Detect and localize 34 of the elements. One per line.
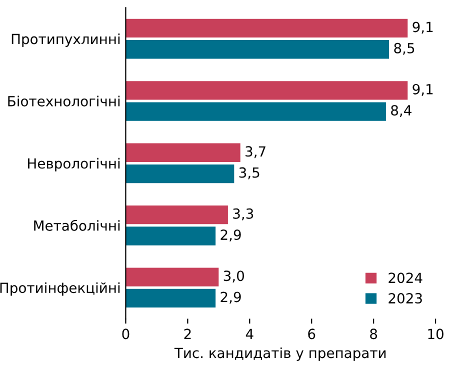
data-label: 3,7 <box>246 146 266 158</box>
x-tick-label: 6 <box>308 328 316 340</box>
data-label: 9,1 <box>412 84 433 96</box>
data-label: 3,3 <box>233 208 254 220</box>
x-tick-label: 0 <box>122 328 130 340</box>
y-tick-label: Протиінфекційні <box>0 282 120 296</box>
bar <box>126 164 234 184</box>
x-tick-label: 4 <box>246 328 254 339</box>
x-tick-label: 10 <box>428 328 444 340</box>
bar <box>126 226 216 246</box>
data-label: 3,0 <box>224 270 244 282</box>
y-tick-label: Біотехнологічні <box>8 96 120 106</box>
bar <box>126 81 408 100</box>
legend-label: 2024 <box>388 272 422 284</box>
bar <box>126 102 386 121</box>
legend-label: 2023 <box>388 293 422 304</box>
x-tick-label: 8 <box>370 328 378 340</box>
data-label: 9,1 <box>412 22 433 34</box>
x-axis-title: Тис. кандидатів у препарати <box>174 347 386 361</box>
y-tick-label: Неврологічні <box>28 158 120 172</box>
data-label: 2,9 <box>220 230 241 242</box>
data-label: 2,9 <box>220 292 241 304</box>
data-label: 8,5 <box>394 42 414 55</box>
data-label: 8,4 <box>391 105 412 118</box>
bar <box>126 143 240 162</box>
data-label: 3,5 <box>239 167 260 180</box>
bar <box>126 268 219 286</box>
y-tick-label: Протипухлинні <box>12 34 120 47</box>
bar <box>126 40 390 59</box>
y-tick-label: Метаболічні <box>34 220 120 231</box>
bar <box>126 206 228 224</box>
bar <box>126 18 408 38</box>
bar <box>126 288 216 308</box>
x-tick-label: 2 <box>184 328 191 339</box>
